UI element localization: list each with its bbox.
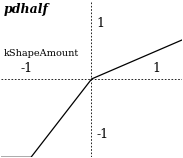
- Text: -1: -1: [96, 128, 108, 141]
- Text: 1: 1: [96, 17, 104, 30]
- Text: 1: 1: [152, 62, 160, 75]
- Text: pdhalf: pdhalf: [4, 3, 49, 16]
- Text: kShapeAmount: kShapeAmount: [4, 49, 79, 58]
- Text: -1: -1: [20, 62, 33, 75]
